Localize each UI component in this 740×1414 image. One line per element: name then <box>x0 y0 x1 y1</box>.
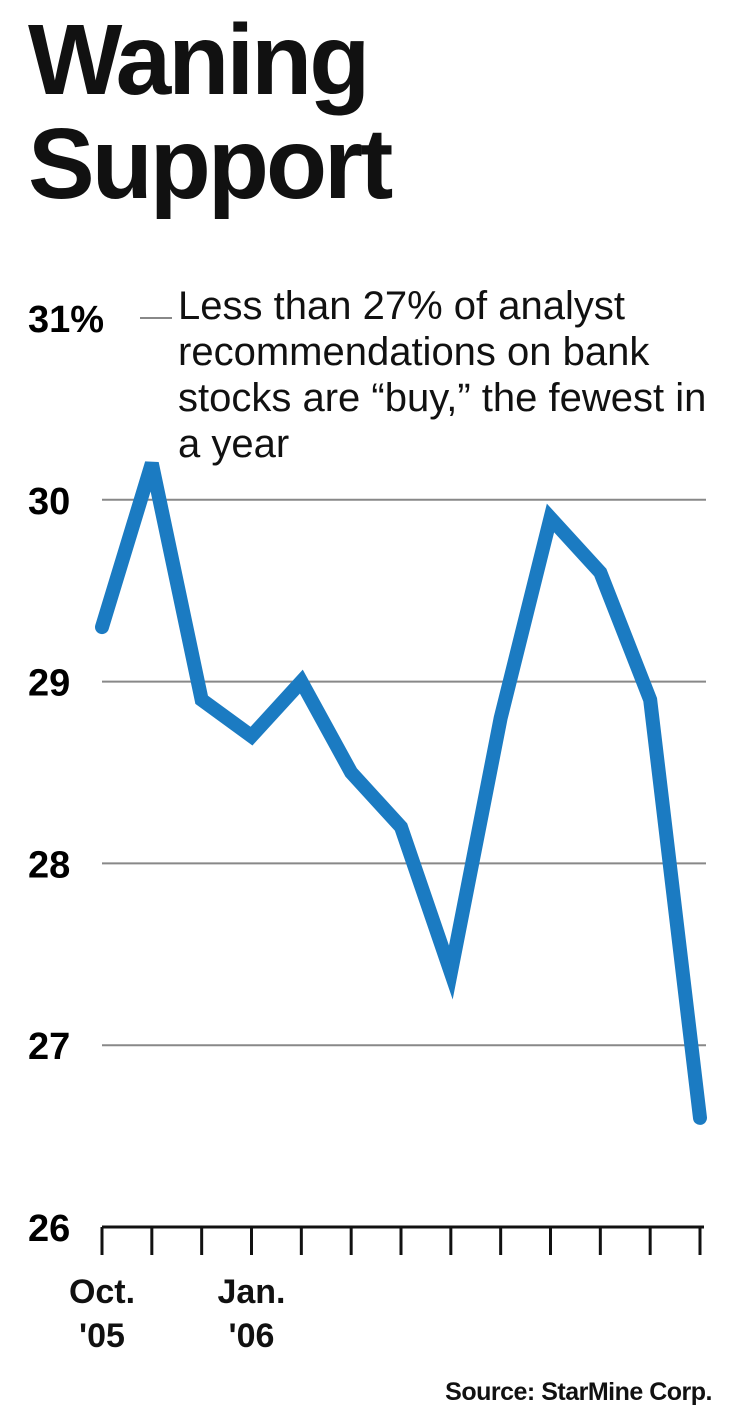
chart-title: Waning Support <box>28 4 393 220</box>
y-tick-label: 30 <box>28 481 70 523</box>
annotation: Less than 27% of analyst recommendations… <box>172 283 728 467</box>
source: Source: StarMine Corp. <box>445 1378 712 1406</box>
x-tick-label: Jan. '06 <box>217 1273 286 1355</box>
data-line <box>95 461 707 1125</box>
y-tick-label: 28 <box>28 844 70 886</box>
y-tick-label: 26 <box>28 1208 70 1250</box>
y-tick-label: 27 <box>28 1026 70 1068</box>
y-tick-label: 29 <box>28 663 70 705</box>
y-tick-label: 31% <box>28 299 104 341</box>
x-tick-label: Oct. '05 <box>68 1273 136 1355</box>
